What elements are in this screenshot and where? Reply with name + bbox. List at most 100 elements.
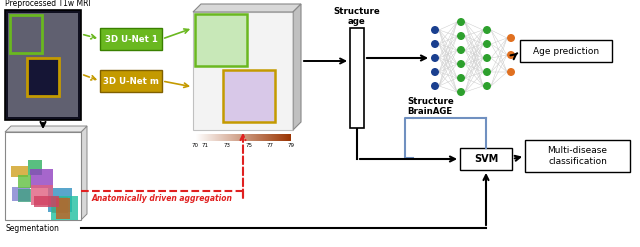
- Bar: [218, 134, 219, 141]
- Circle shape: [457, 74, 465, 82]
- Bar: [8, 13, 78, 117]
- Bar: [204, 134, 205, 141]
- Text: Preprocessed T1w MRI: Preprocessed T1w MRI: [5, 0, 91, 8]
- Text: 70: 70: [191, 143, 198, 148]
- Bar: [222, 134, 223, 141]
- Bar: [198, 17, 244, 63]
- Bar: [195, 134, 196, 141]
- Bar: [237, 134, 238, 141]
- Bar: [249, 134, 250, 141]
- Bar: [254, 134, 255, 141]
- Bar: [225, 134, 226, 141]
- Bar: [283, 134, 284, 141]
- Text: Segmentation: Segmentation: [5, 224, 59, 233]
- Bar: [253, 134, 254, 141]
- Polygon shape: [193, 4, 301, 12]
- Bar: [275, 134, 276, 141]
- Circle shape: [507, 68, 515, 76]
- Bar: [350, 28, 364, 128]
- Bar: [287, 134, 288, 141]
- Bar: [234, 134, 235, 141]
- Bar: [11, 166, 28, 177]
- Circle shape: [431, 68, 439, 76]
- Bar: [202, 134, 203, 141]
- Bar: [195, 14, 247, 66]
- Bar: [12, 187, 30, 201]
- Bar: [227, 134, 228, 141]
- Text: Multi-disease
classification: Multi-disease classification: [547, 146, 607, 166]
- Bar: [277, 134, 278, 141]
- Bar: [262, 134, 263, 141]
- Bar: [244, 134, 245, 141]
- Bar: [264, 134, 265, 141]
- Bar: [224, 134, 225, 141]
- Bar: [238, 134, 239, 141]
- Bar: [288, 134, 289, 141]
- Bar: [229, 134, 230, 141]
- Bar: [197, 134, 198, 141]
- Bar: [211, 134, 212, 141]
- Bar: [267, 134, 268, 141]
- Circle shape: [507, 51, 515, 59]
- Circle shape: [431, 26, 439, 34]
- Bar: [250, 134, 251, 141]
- Bar: [207, 134, 208, 141]
- Circle shape: [457, 18, 465, 26]
- Bar: [263, 134, 264, 141]
- Bar: [221, 134, 222, 141]
- Bar: [242, 134, 243, 141]
- Circle shape: [431, 40, 439, 48]
- Bar: [256, 134, 257, 141]
- Bar: [193, 12, 293, 130]
- Bar: [525, 140, 630, 172]
- Bar: [30, 169, 53, 188]
- Bar: [209, 134, 210, 141]
- Bar: [247, 134, 248, 141]
- Bar: [520, 40, 612, 62]
- Bar: [258, 134, 259, 141]
- Bar: [220, 134, 221, 141]
- Bar: [100, 70, 162, 92]
- Bar: [212, 134, 213, 141]
- Bar: [226, 134, 227, 141]
- Polygon shape: [5, 126, 87, 132]
- Bar: [241, 134, 242, 141]
- Bar: [196, 134, 197, 141]
- Bar: [18, 189, 31, 202]
- Circle shape: [457, 60, 465, 68]
- Text: 73: 73: [223, 143, 230, 148]
- Bar: [273, 134, 274, 141]
- Bar: [289, 134, 290, 141]
- Bar: [271, 134, 272, 141]
- Circle shape: [483, 26, 491, 34]
- Bar: [210, 134, 211, 141]
- Bar: [251, 134, 252, 141]
- Bar: [10, 15, 42, 53]
- Bar: [223, 70, 275, 122]
- Text: Age prediction: Age prediction: [533, 46, 599, 56]
- Bar: [203, 134, 204, 141]
- Bar: [265, 134, 266, 141]
- Circle shape: [507, 34, 515, 42]
- Text: 77: 77: [266, 143, 273, 148]
- Circle shape: [483, 54, 491, 62]
- Bar: [259, 134, 260, 141]
- Bar: [282, 134, 283, 141]
- Circle shape: [457, 88, 465, 96]
- Bar: [268, 134, 269, 141]
- Bar: [252, 134, 253, 141]
- Bar: [281, 134, 282, 141]
- Text: Structure
BrainAGE: Structure BrainAGE: [407, 97, 454, 116]
- Bar: [48, 188, 72, 212]
- Bar: [279, 134, 280, 141]
- Circle shape: [457, 32, 465, 40]
- Bar: [233, 134, 234, 141]
- Bar: [31, 185, 53, 205]
- Bar: [272, 134, 273, 141]
- Polygon shape: [81, 126, 87, 220]
- Bar: [52, 197, 68, 213]
- Bar: [240, 134, 241, 141]
- Bar: [28, 160, 42, 175]
- Text: SVM: SVM: [474, 154, 498, 164]
- Bar: [236, 134, 237, 141]
